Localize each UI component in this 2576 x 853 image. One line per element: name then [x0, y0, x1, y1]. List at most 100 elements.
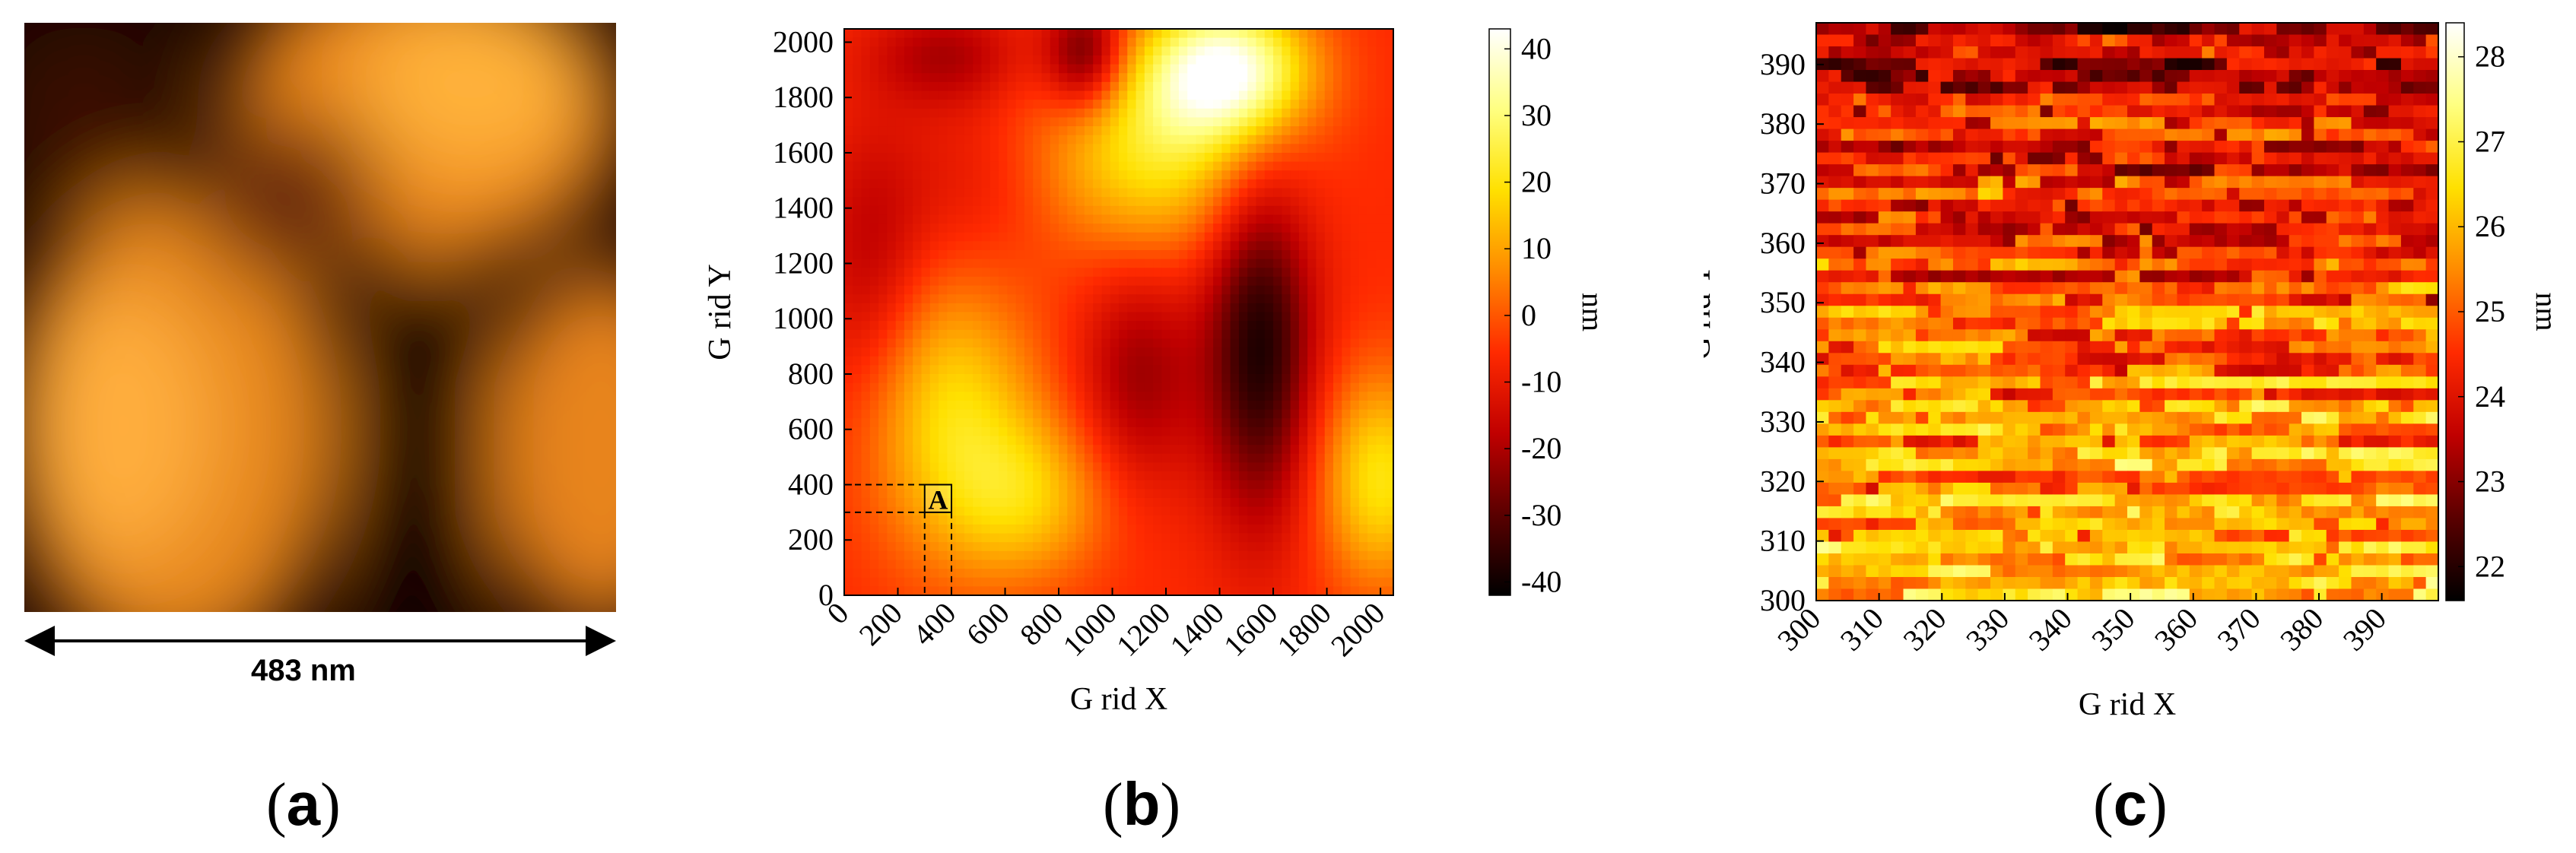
heatmap-cell: [1119, 489, 1128, 498]
heatmap-cell: [1136, 525, 1145, 534]
heatmap-cell: [999, 126, 1008, 135]
heatmap-cell: [1153, 392, 1162, 401]
heatmap-cell: [896, 90, 905, 100]
heatmap-cell: [1291, 286, 1300, 295]
heatmap-cell: [1299, 542, 1308, 551]
heatmap-cell: [956, 224, 965, 233]
heatmap-cell: [990, 65, 999, 74]
heatmap-cell: [1316, 489, 1325, 498]
heatmap-cell: [1256, 224, 1266, 233]
heatmap-cell: [862, 357, 871, 366]
heatmap-cell: [1050, 303, 1059, 312]
heatmap-cell: [1179, 90, 1188, 100]
heatmap-cell: [2264, 70, 2277, 82]
heatmap-cell: [964, 410, 974, 419]
heatmap-cell: [1333, 100, 1342, 109]
heatmap-cell: [870, 507, 879, 516]
heatmap-cell: [1119, 410, 1128, 419]
heatmap-cell: [870, 189, 879, 198]
heatmap-cell: [2040, 70, 2053, 82]
heatmap-cell: [1145, 347, 1154, 357]
heatmap-cell: [1221, 569, 1231, 578]
heatmap-cell: [1136, 153, 1145, 162]
heatmap-cell: [913, 436, 922, 445]
heatmap-cell: [1205, 445, 1214, 454]
heatmap-cell: [2078, 188, 2091, 200]
heatmap-cell: [1136, 179, 1145, 189]
heatmap-cell: [2351, 23, 2364, 35]
heatmap-cell: [1325, 347, 1334, 357]
heatmap-cell: [1359, 534, 1368, 543]
heatmap-cell: [1291, 321, 1300, 330]
heatmap-cell: [1110, 436, 1120, 445]
heatmap-cell: [1247, 126, 1256, 135]
heatmap-cell: [1231, 347, 1240, 357]
heatmap-cell: [844, 427, 853, 436]
heatmap-cell: [1342, 560, 1351, 569]
heatmap-cell: [999, 294, 1008, 303]
heatmap-cell: [1213, 410, 1222, 419]
heatmap-cell: [964, 515, 974, 525]
heatmap-cell: [1119, 65, 1128, 74]
x-tick-label: 1200: [1110, 596, 1177, 663]
heatmap-cell: [1085, 410, 1094, 419]
heatmap-cell: [1059, 241, 1068, 250]
heatmap-cell: [964, 135, 974, 144]
heatmap-cell: [878, 144, 888, 153]
heatmap-cell: [1359, 338, 1368, 347]
heatmap-cell: [1325, 162, 1334, 171]
heatmap-cell: [896, 551, 905, 560]
heatmap-cell: [2301, 200, 2314, 212]
heatmap-cell: [964, 578, 974, 587]
heatmap-cell: [956, 480, 965, 490]
heatmap-cell: [853, 445, 862, 454]
heatmap-cell: [2239, 23, 2252, 35]
heatmap-cell: [1307, 418, 1317, 427]
heatmap-cell: [964, 330, 974, 339]
heatmap-cell: [1342, 144, 1351, 153]
heatmap-cell: [2152, 59, 2165, 71]
heatmap-cell: [2028, 211, 2041, 224]
heatmap-cell: [1187, 303, 1196, 312]
heatmap-cell: [1085, 357, 1094, 366]
heatmap-cell: [1179, 560, 1188, 569]
heatmap-cell: [2401, 70, 2414, 82]
heatmap-cell: [922, 82, 931, 91]
heatmap-cell: [1282, 179, 1291, 189]
heatmap-cell: [1247, 206, 1256, 215]
heatmap-cell: [1016, 436, 1025, 445]
heatmap-cell: [1299, 46, 1308, 55]
heatmap-cell: [1110, 197, 1120, 206]
heatmap-cell: [1041, 224, 1050, 233]
heatmap-cell: [2078, 153, 2091, 165]
heatmap-cell: [1221, 46, 1231, 55]
heatmap-cell: [2276, 117, 2289, 129]
x-tick-label: 2000: [1324, 596, 1391, 663]
heatmap-cell: [1282, 206, 1291, 215]
heatmap-cell: [1221, 29, 1231, 38]
heatmap-cell: [862, 445, 871, 454]
heatmap-cell: [1221, 436, 1231, 445]
heatmap-cell: [990, 286, 999, 295]
heatmap-cell: [1187, 471, 1196, 480]
heatmap-cell: [2289, 35, 2302, 47]
heatmap-cell: [1110, 126, 1120, 135]
heatmap-cell: [1828, 59, 1841, 71]
heatmap-cell: [1978, 94, 1991, 106]
heatmap-cell: [930, 126, 939, 135]
heatmap-cell: [844, 170, 853, 179]
heatmap-cell: [1016, 38, 1025, 47]
heatmap-cell: [2065, 117, 2078, 129]
heatmap-cell: [1016, 109, 1025, 118]
heatmap-cell: [1239, 55, 1248, 65]
heatmap-cell: [1231, 286, 1240, 295]
heatmap-cell: [1024, 82, 1034, 91]
heatmap-cell: [1093, 224, 1102, 233]
heatmap-cell: [904, 383, 913, 392]
heatmap-cell: [1119, 347, 1128, 357]
heatmap-cell: [1307, 224, 1317, 233]
heatmap-cell: [1076, 357, 1085, 366]
heatmap-cell: [1119, 241, 1128, 250]
heatmap-cell: [1978, 117, 1991, 129]
heatmap-cell: [1916, 82, 1929, 94]
